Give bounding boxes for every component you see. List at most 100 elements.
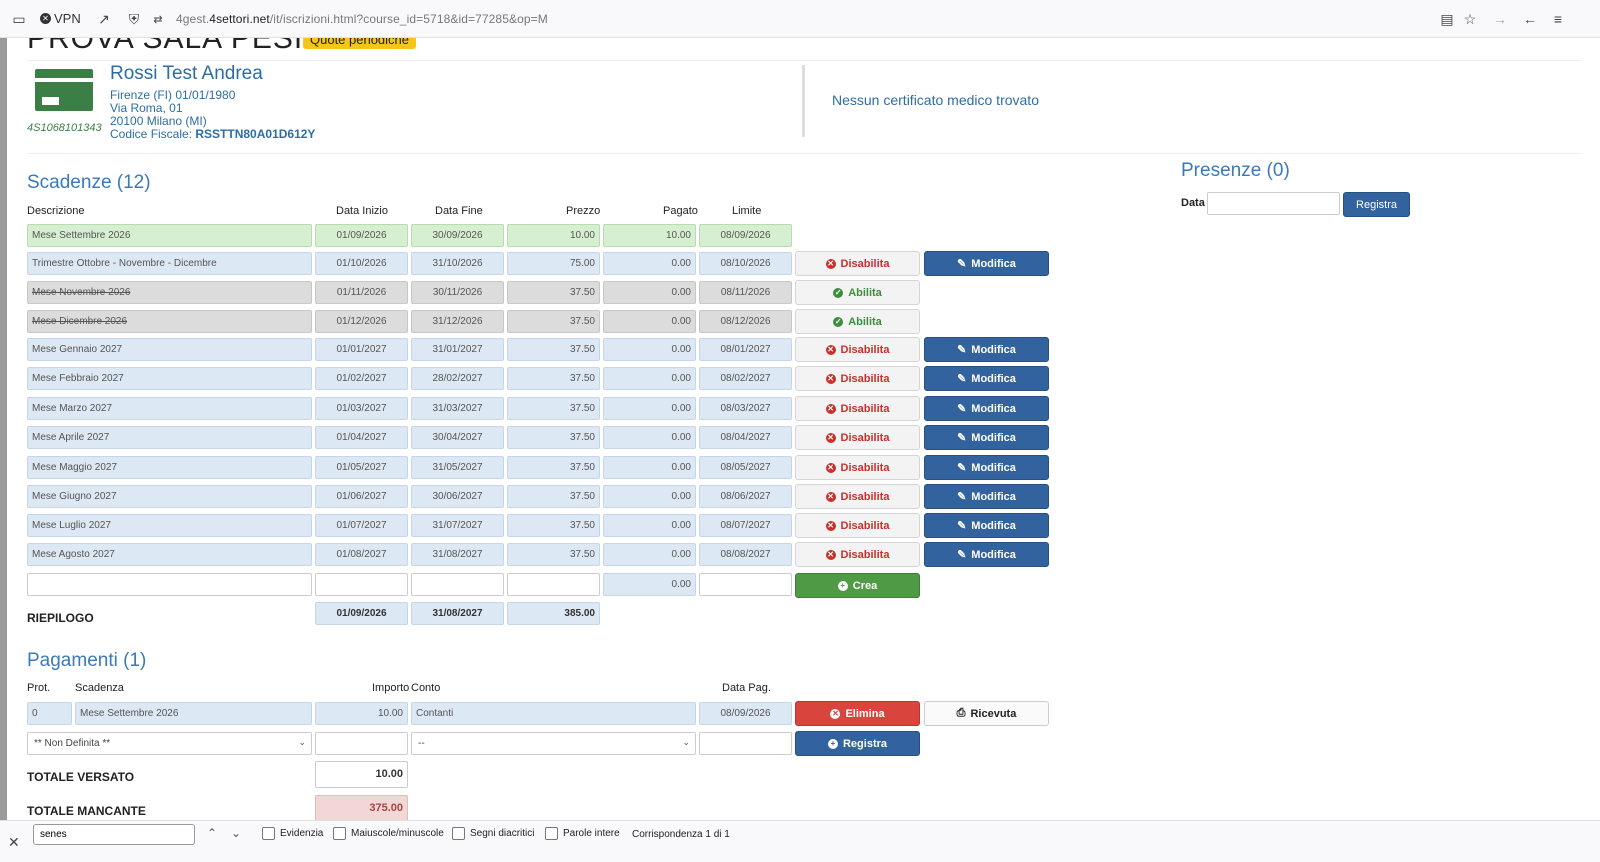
modifica-button[interactable]: ✎ Modifica (924, 425, 1049, 450)
elimina-button[interactable]: ✕ Elimina (795, 701, 920, 726)
disabilita-button[interactable]: ✕ Disabilita (795, 542, 920, 567)
cell-prezzo[interactable]: 37.50 (507, 485, 600, 508)
checkbox[interactable] (262, 827, 275, 840)
cell-limite[interactable]: 08/01/2027 (699, 338, 792, 361)
cell-pagato[interactable]: 0.00 (603, 397, 696, 420)
cell-pagato[interactable]: 0.00 (603, 456, 696, 479)
cell-desc[interactable]: Mese Maggio 2027 (27, 456, 312, 479)
cell-desc[interactable]: Mese Marzo 2027 (27, 397, 312, 420)
checkbox[interactable] (333, 827, 346, 840)
cell-desc[interactable]: Mese Luglio 2027 (27, 514, 312, 537)
cell-limite[interactable]: 08/06/2027 (699, 485, 792, 508)
close-icon[interactable]: ✕ (8, 834, 20, 850)
option-diacritici[interactable]: Segni diacritici (452, 827, 534, 840)
cell-limite[interactable]: 08/10/2026 (699, 252, 792, 275)
cell-fine[interactable]: 31/03/2027 (411, 397, 504, 420)
cell-fine[interactable]: 31/01/2027 (411, 338, 504, 361)
person-name[interactable]: Rossi Test Andrea (110, 63, 263, 84)
disabilita-button[interactable]: ✕ Disabilita (795, 455, 920, 480)
new-prezzo-input[interactable] (507, 573, 600, 596)
modifica-button[interactable]: ✎ Modifica (924, 513, 1049, 538)
cell-desc[interactable]: Mese Aprile 2027 (27, 426, 312, 449)
cell-fine[interactable]: 28/02/2027 (411, 367, 504, 390)
cell-limite[interactable]: 08/03/2027 (699, 397, 792, 420)
cell-pagato[interactable]: 0.00 (603, 485, 696, 508)
cell-prezzo[interactable]: 37.50 (507, 426, 600, 449)
modifica-button[interactable]: ✎ Modifica (924, 396, 1049, 421)
cell-desc[interactable]: Mese Gennaio 2027 (27, 338, 312, 361)
cell-desc[interactable]: Mese Agosto 2027 (27, 543, 312, 566)
modifica-button[interactable]: ✎ Modifica (924, 251, 1049, 276)
cell-fine[interactable]: 31/05/2027 (411, 456, 504, 479)
cell-prezzo[interactable]: 37.50 (507, 456, 600, 479)
shield-icon[interactable]: ⛨ (128, 10, 140, 27)
option-maiuscole[interactable]: Maiuscole/minuscole (333, 827, 444, 840)
cell-inizio[interactable]: 01/03/2027 (315, 397, 408, 420)
vpn-indicator[interactable]: ✕ VPN (40, 11, 81, 26)
option-evidenzia[interactable]: Evidenzia (262, 827, 323, 840)
cell-fine[interactable]: 31/10/2026 (411, 252, 504, 275)
cell-prezzo[interactable]: 37.50 (507, 397, 600, 420)
cell-inizio[interactable]: 01/06/2027 (315, 485, 408, 508)
cell-pagato[interactable]: 0.00 (603, 252, 696, 275)
cell-pagato[interactable]: 0.00 (603, 514, 696, 537)
cell-pagato[interactable]: 0.00 (603, 543, 696, 566)
new-data-fine-input[interactable] (411, 573, 504, 596)
cell-inizio[interactable]: 01/07/2027 (315, 514, 408, 537)
cell-limite[interactable]: 08/07/2027 (699, 514, 792, 537)
new-data-inizio-input[interactable] (315, 573, 408, 596)
cell-pagato[interactable]: 0.00 (603, 338, 696, 361)
cell-prezzo[interactable]: 75.00 (507, 252, 600, 275)
abilita-button[interactable]: ✓ Abilita (795, 280, 920, 305)
disabilita-button[interactable]: ✕ Disabilita (795, 484, 920, 509)
abilita-button[interactable]: ✓ Abilita (795, 309, 920, 334)
cell-inizio[interactable]: 01/04/2027 (315, 426, 408, 449)
new-pagamento-scadenza-select[interactable]: ** Non Definita ** ⌄ (27, 732, 312, 755)
modifica-button[interactable]: ✎ Modifica (924, 455, 1049, 480)
cell-inizio[interactable]: 01/05/2027 (315, 456, 408, 479)
new-limite-input[interactable] (699, 573, 792, 596)
forward-icon[interactable]: → (1493, 11, 1507, 27)
share-icon[interactable]: ↗ (98, 10, 110, 27)
bookmark-star-icon[interactable]: ☆ (1463, 10, 1477, 27)
cell-limite[interactable]: 08/02/2027 (699, 367, 792, 390)
new-pagamento-importo-input[interactable] (315, 732, 408, 755)
reader-view-icon[interactable]: ▤ (1440, 10, 1454, 27)
cell-inizio[interactable]: 01/01/2027 (315, 338, 408, 361)
new-descrizione-input[interactable] (27, 573, 312, 596)
chevron-up-icon[interactable]: ⌃ (207, 826, 218, 840)
presenze-data-input[interactable] (1207, 192, 1340, 215)
modifica-button[interactable]: ✎ Modifica (924, 337, 1049, 362)
pagamento-registra-button[interactable]: + Registra (795, 731, 920, 756)
chevron-down-icon[interactable]: ⌄ (231, 826, 242, 840)
new-pagamento-data-input[interactable] (699, 732, 792, 755)
disabilita-button[interactable]: ✕ Disabilita (795, 396, 920, 421)
disabilita-button[interactable]: ✕ Disabilita (795, 366, 920, 391)
cell-desc[interactable]: Mese Giugno 2027 (27, 485, 312, 508)
cell-fine[interactable]: 31/08/2027 (411, 543, 504, 566)
cell-pagato[interactable]: 0.00 (603, 367, 696, 390)
disabilita-button[interactable]: ✕ Disabilita (795, 337, 920, 362)
modifica-button[interactable]: ✎ Modifica (924, 542, 1049, 567)
cell-inizio[interactable]: 01/02/2027 (315, 367, 408, 390)
modifica-button[interactable]: ✎ Modifica (924, 366, 1049, 391)
cell-limite[interactable]: 08/05/2027 (699, 456, 792, 479)
sidebar-toggle-icon[interactable]: ▭ (12, 10, 26, 27)
find-input[interactable] (33, 824, 195, 845)
disabilita-button[interactable]: ✕ Disabilita (795, 425, 920, 450)
cell-prezzo[interactable]: 37.50 (507, 543, 600, 566)
cell-prezzo[interactable]: 37.50 (507, 514, 600, 537)
cell-inizio[interactable]: 01/10/2026 (315, 252, 408, 275)
cell-prezzo[interactable]: 37.50 (507, 367, 600, 390)
menu-icon[interactable]: ≡ (1553, 11, 1563, 27)
disabilita-button[interactable]: ✕ Disabilita (795, 513, 920, 538)
back-icon[interactable]: ← (1523, 11, 1537, 27)
cell-fine[interactable]: 30/04/2027 (411, 426, 504, 449)
cell-limite[interactable]: 08/08/2027 (699, 543, 792, 566)
address-bar[interactable]: 4gest.4settori.net/it/iscrizioni.html?co… (176, 12, 548, 26)
cell-fine[interactable]: 30/06/2027 (411, 485, 504, 508)
crea-button[interactable]: + Crea (795, 573, 920, 598)
modifica-button[interactable]: ✎ Modifica (924, 484, 1049, 509)
presenze-registra-button[interactable]: Registra (1343, 192, 1410, 217)
cell-fine[interactable]: 31/07/2027 (411, 514, 504, 537)
